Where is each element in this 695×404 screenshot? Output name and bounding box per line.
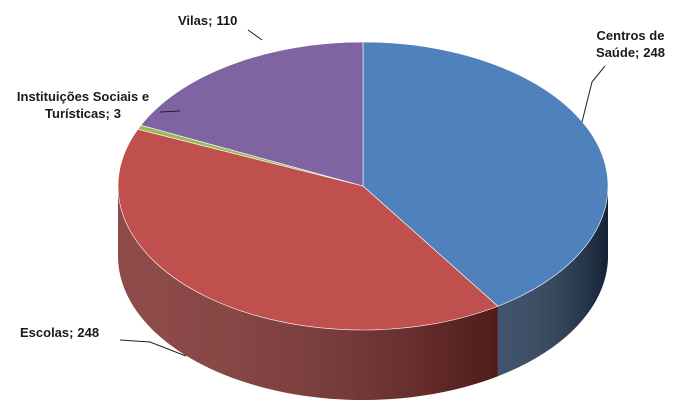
category-label: Vilas; — [178, 13, 213, 28]
slice-side-shade — [118, 186, 498, 400]
category-label: Instituições Sociais e Turísticas; — [16, 89, 150, 121]
data-label: Centros de Saúde; 248 — [568, 27, 693, 61]
slice — [140, 41, 364, 187]
leader-lines — [119, 29, 606, 357]
category-label: Escolas; — [20, 325, 74, 340]
value-label: 248 — [77, 325, 100, 340]
slice — [117, 128, 499, 331]
data-label: Escolas; 248 — [20, 324, 220, 341]
slice-side-shade — [497, 186, 608, 377]
data-label: Vilas; 110 — [178, 12, 298, 29]
leader-line — [119, 339, 187, 357]
leader-line — [581, 65, 606, 123]
leader-line — [159, 110, 181, 113]
value-label: 248 — [643, 45, 665, 60]
value-label: 3 — [113, 106, 121, 121]
leader-line — [247, 29, 263, 41]
value-label: 110 — [216, 13, 238, 28]
data-label: Instituições Sociais e Turísticas; 3 — [8, 88, 158, 122]
category-label: Centros de Saúde; — [596, 28, 665, 60]
slice — [362, 41, 609, 307]
